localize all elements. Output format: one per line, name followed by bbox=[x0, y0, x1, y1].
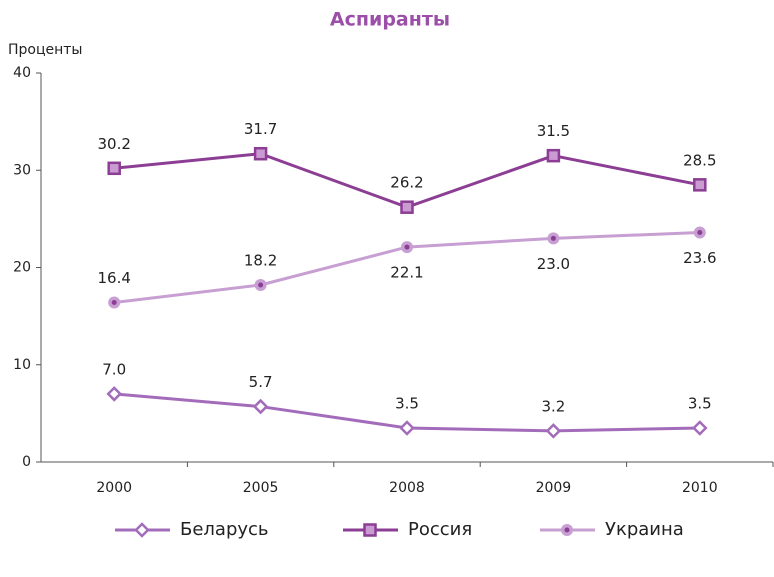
point bbox=[107, 161, 121, 176]
data-label: 23.0 bbox=[537, 255, 570, 273]
data-label: 26.2 bbox=[390, 174, 423, 192]
point bbox=[692, 420, 708, 436]
data-label: 3.5 bbox=[395, 394, 419, 412]
point-part bbox=[546, 148, 561, 163]
y-tick-label: 30 bbox=[13, 162, 31, 178]
x-tick-label: 2005 bbox=[243, 480, 279, 496]
legend-marker-part bbox=[134, 522, 150, 538]
y-tick-label: 10 bbox=[13, 357, 31, 373]
data-label: 3.5 bbox=[688, 394, 712, 412]
legend-marker bbox=[363, 523, 377, 537]
point bbox=[546, 148, 561, 163]
point bbox=[400, 200, 414, 214]
data-label: 3.2 bbox=[541, 397, 565, 415]
x-tick-label: 2009 bbox=[536, 480, 572, 496]
point-part bbox=[692, 420, 708, 436]
point-part bbox=[545, 423, 562, 439]
point-part bbox=[693, 178, 707, 192]
point-part bbox=[400, 200, 414, 214]
point bbox=[252, 398, 269, 415]
data-label: 31.7 bbox=[244, 120, 277, 138]
data-label: 7.0 bbox=[102, 360, 126, 378]
data-label: 28.5 bbox=[683, 151, 716, 169]
point-part bbox=[106, 386, 122, 402]
y-tick-label: 0 bbox=[22, 454, 31, 470]
data-label: 5.7 bbox=[249, 373, 273, 391]
point-part bbox=[404, 244, 410, 250]
chart-title: Аспиранты bbox=[330, 9, 450, 31]
data-label: 30.2 bbox=[97, 135, 130, 153]
point-part bbox=[258, 282, 264, 288]
data-label: 16.4 bbox=[97, 269, 130, 287]
data-label: 18.2 bbox=[244, 252, 277, 270]
point-part bbox=[697, 229, 703, 235]
y-tick-label: 20 bbox=[13, 260, 31, 276]
point bbox=[106, 386, 122, 402]
legend-marker-part bbox=[564, 527, 570, 533]
y-axis-label: Проценты bbox=[8, 42, 82, 58]
point bbox=[693, 178, 707, 192]
point bbox=[693, 226, 706, 239]
legend-label: Россия bbox=[408, 519, 472, 540]
legend-marker-part bbox=[363, 523, 377, 537]
point bbox=[547, 232, 560, 245]
point-part bbox=[252, 398, 269, 415]
point bbox=[545, 423, 562, 439]
x-tick-label: 2008 bbox=[389, 480, 425, 496]
point bbox=[401, 241, 413, 254]
point-part bbox=[253, 146, 268, 161]
point bbox=[108, 296, 121, 309]
legend-marker bbox=[561, 524, 573, 536]
legend-marker bbox=[134, 522, 150, 538]
data-label: 23.6 bbox=[683, 249, 716, 267]
x-tick-label: 2000 bbox=[96, 480, 132, 496]
x-tick-label: 2010 bbox=[682, 480, 718, 496]
data-label: 31.5 bbox=[537, 122, 570, 140]
data-label: 22.1 bbox=[390, 264, 423, 282]
y-tick-label: 40 bbox=[13, 65, 31, 81]
legend-label: Беларусь bbox=[180, 519, 269, 540]
point-part bbox=[399, 420, 415, 436]
point bbox=[399, 420, 415, 436]
point bbox=[253, 146, 268, 161]
point-part bbox=[107, 161, 121, 176]
legend-label: Украина bbox=[605, 519, 684, 540]
point-part bbox=[550, 235, 556, 241]
point-part bbox=[111, 300, 117, 306]
point bbox=[254, 279, 267, 292]
